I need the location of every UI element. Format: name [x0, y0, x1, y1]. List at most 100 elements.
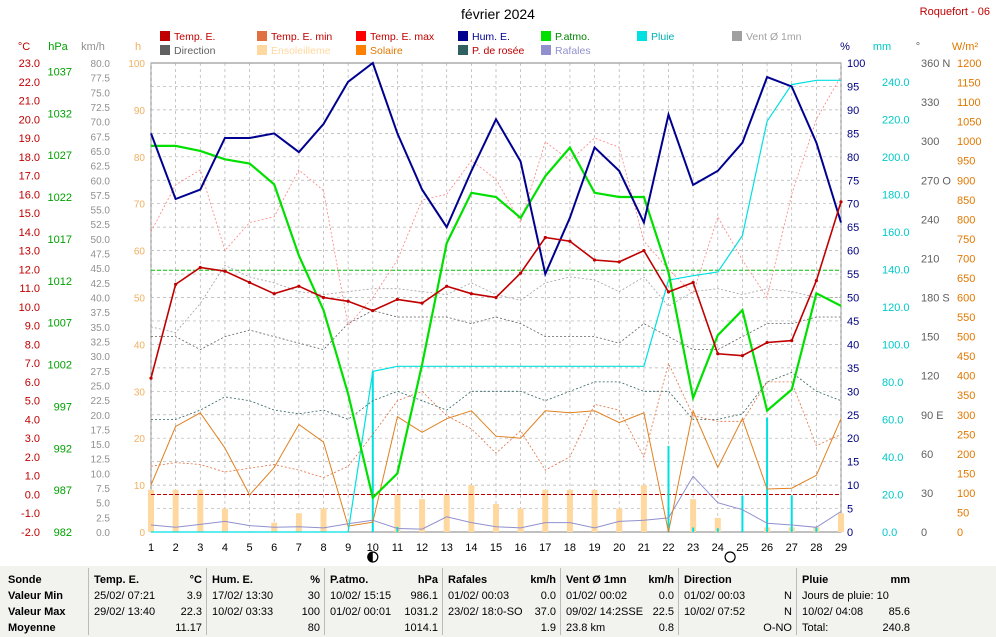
stats-section-unit: hPa — [417, 574, 438, 586]
solar-tick-label: 300 — [957, 410, 975, 422]
temp-tick-label: 16.0 — [19, 189, 40, 201]
series-direction — [151, 310, 841, 351]
temp-tick-label: 18.0 — [19, 152, 40, 164]
rain-tick-label: 220.0 — [882, 114, 910, 126]
stats-section-unit: mm — [890, 574, 910, 586]
temperature-point — [420, 301, 424, 305]
stats-divider — [678, 568, 679, 635]
sunshine-bar — [517, 508, 524, 532]
legend-item: Direction — [160, 45, 215, 57]
legend-item: Solaire — [356, 45, 403, 57]
sunshine-bar — [197, 489, 204, 532]
weather-chart: 23.022.021.020.019.018.017.016.015.014.0… — [18, 41, 982, 563]
temp-tick-label: 10.0 — [19, 302, 40, 314]
x-tick-label: 20 — [613, 542, 625, 554]
wind-tick-label: 30.0 — [91, 352, 111, 363]
temp-tick-label: 3.0 — [25, 433, 40, 445]
stats-avg-value: 240.8 — [882, 622, 910, 634]
moon-shadow — [367, 552, 373, 562]
sunshine-bar — [443, 494, 450, 532]
stats-max-date: 10/02/ 07:52 — [684, 606, 746, 618]
sunshine-tick-label: 20 — [134, 434, 146, 445]
humidity-tick-label: 30 — [847, 386, 859, 398]
pressure-axis-label: hPa — [48, 41, 68, 53]
x-tick-label: 18 — [564, 542, 576, 554]
temp-tick-label: 9.0 — [25, 321, 40, 333]
temp-tick-label: 17.0 — [19, 171, 40, 183]
humidity-axis: 1009590858075706560555045403530252015105… — [840, 41, 865, 539]
stats-avg-value: 0.8 — [658, 622, 674, 634]
stats-max-value: 85.6 — [888, 606, 910, 618]
x-tick-label: 23 — [687, 542, 699, 554]
temp-tick-label: 11.0 — [19, 283, 40, 295]
stats-avg-note: 23.8 km — [566, 622, 606, 634]
wind-tick-label: 42.5 — [91, 279, 111, 290]
temp-tick-label: 19.0 — [19, 133, 40, 145]
stats-divider — [442, 568, 443, 635]
rain-tick-label: 20.0 — [882, 489, 903, 501]
legend-label: Rafales — [555, 45, 591, 57]
station-name: Roquefort - 06 — [919, 6, 990, 18]
legend-swatch — [637, 31, 647, 41]
rain-tick-label: 160.0 — [882, 227, 910, 239]
temp-tick-label: 1.0 — [25, 471, 40, 483]
x-tick-label: 6 — [271, 542, 277, 554]
humidity-tick-label: 75 — [847, 175, 859, 187]
temp-tick-label: 21.0 — [19, 96, 40, 108]
legend-item: Temp. E. max — [356, 31, 434, 43]
x-tick-label: 17 — [539, 542, 551, 554]
direction-tick-label: 360 N — [921, 58, 950, 70]
temperature-point — [494, 295, 498, 300]
temperature-point — [592, 258, 597, 262]
x-tick-label: 9 — [345, 542, 351, 554]
pressure-tick-label: 1032 — [48, 108, 72, 120]
humidity-tick-label: 15 — [847, 457, 859, 469]
temperature-point — [666, 290, 671, 294]
wind-tick-label: 67.5 — [91, 132, 111, 143]
rain-tick-label: 180.0 — [882, 189, 910, 201]
temp-tick-label: 13.0 — [19, 246, 40, 258]
stats-max-value: 22.3 — [180, 606, 202, 618]
temperature-point — [716, 352, 720, 356]
stats-section-unit: km/h — [530, 574, 556, 586]
stats-min-value: 30 — [307, 590, 320, 602]
legend-swatch — [732, 31, 742, 41]
temperature-point — [321, 295, 326, 300]
stats-max-date: 29/02/ 13:40 — [94, 606, 156, 618]
humidity-tick-label: 10 — [847, 480, 859, 492]
solar-tick-label: 750 — [957, 234, 975, 246]
sunshine-tick-label: 90 — [134, 106, 146, 117]
stats-divider — [324, 568, 325, 635]
stats-max-value: 22.5 — [652, 606, 674, 618]
wind-tick-label: 70.0 — [91, 118, 111, 129]
temperature-point — [740, 354, 745, 358]
sunshine-axis-label: h — [135, 41, 141, 53]
sunshine-bar — [493, 503, 499, 532]
rain-tick-label: 40.0 — [882, 452, 903, 464]
wind-tick-label: 37.5 — [91, 308, 111, 319]
stats-max-value: 37.0 — [534, 606, 556, 618]
stats-avg-note: Total: — [802, 622, 829, 634]
temperature-point — [272, 292, 276, 296]
stats-max-date: 10/02/ 03:33 — [212, 606, 274, 618]
stats-row-label: Moyenne — [8, 622, 56, 634]
humidity-tick-label: 60 — [847, 246, 859, 258]
solar-tick-label: 350 — [957, 390, 975, 402]
temperature-point — [568, 239, 572, 243]
wind-tick-label: 7.5 — [96, 484, 110, 495]
wind-tick-label: 65.0 — [91, 147, 111, 158]
x-tick-label: 10 — [367, 542, 379, 554]
temperature-point — [346, 299, 350, 303]
stats-section-title: P.atmo. — [330, 574, 369, 586]
pressure-tick-label: 1007 — [48, 318, 72, 330]
solar-tick-label: 400 — [957, 371, 975, 383]
stats-max-date: 10/02/ 04:08 — [802, 606, 864, 618]
solar-axis: 1200115011001050100095090085080075070065… — [952, 41, 982, 539]
x-tick-label: 16 — [515, 542, 527, 554]
solar-tick-label: 850 — [957, 195, 975, 207]
stats-min-value: N — [784, 590, 792, 602]
legend-item: Temp. E. — [160, 31, 215, 43]
stats-min-date: 01/02/ 00:02 — [566, 590, 628, 602]
stats-divider — [206, 568, 207, 635]
